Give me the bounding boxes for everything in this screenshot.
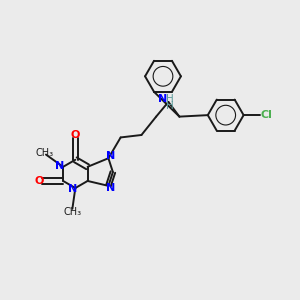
Text: O: O: [71, 130, 80, 140]
Text: N: N: [68, 184, 78, 194]
Text: N: N: [106, 183, 116, 193]
Text: Cl: Cl: [261, 110, 272, 120]
Text: N: N: [158, 94, 168, 104]
Text: O: O: [34, 176, 44, 186]
Text: CH₃: CH₃: [35, 148, 53, 158]
Text: H: H: [166, 94, 174, 104]
Text: H: H: [166, 100, 174, 110]
Text: CH₃: CH₃: [63, 207, 81, 217]
Text: N: N: [55, 160, 64, 171]
Text: N: N: [106, 151, 115, 161]
